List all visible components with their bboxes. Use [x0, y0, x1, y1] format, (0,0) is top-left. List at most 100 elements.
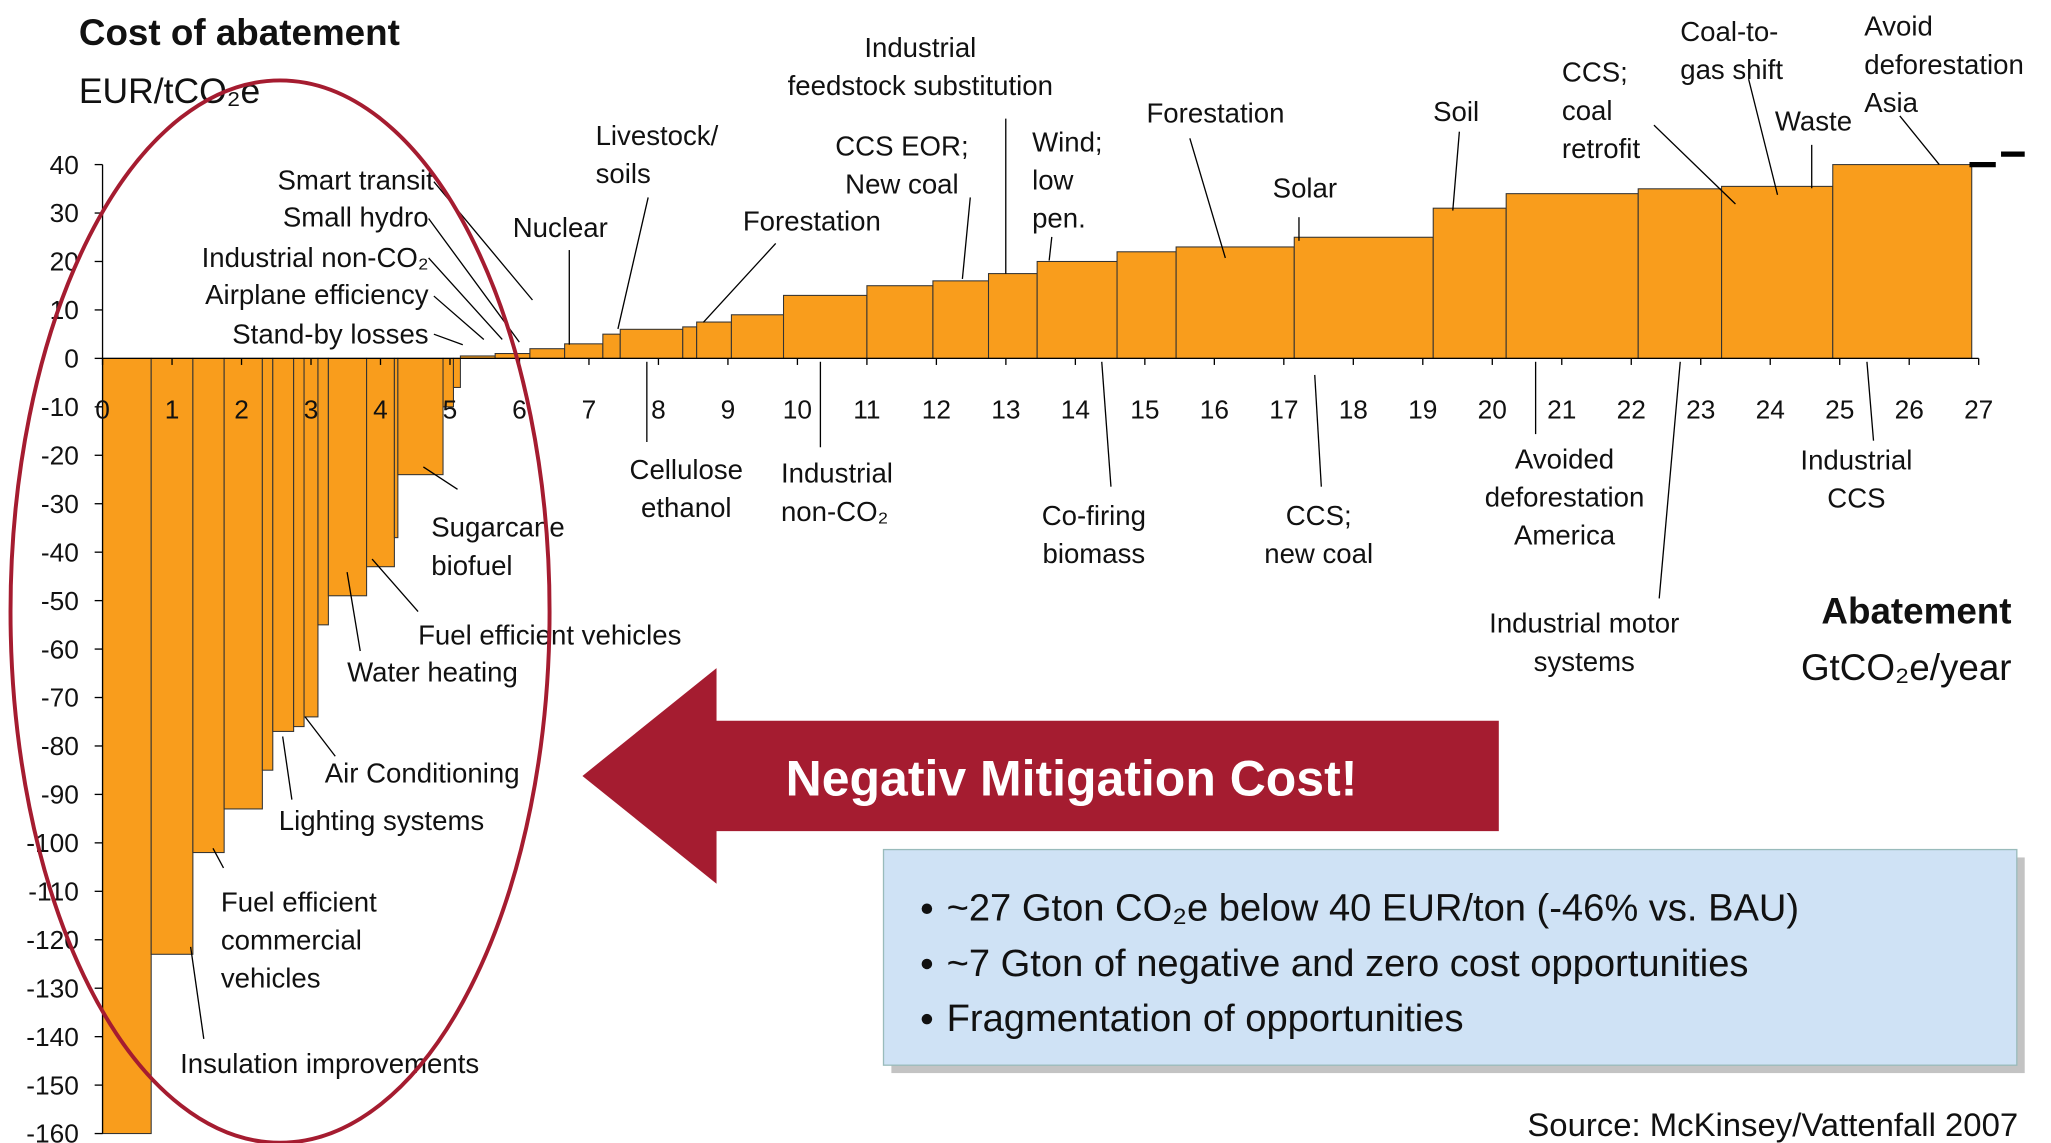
bar — [397, 357, 444, 476]
annotation: Wind; — [1032, 126, 1103, 157]
y-tick-label: -30 — [41, 489, 79, 519]
x-tick-label: 14 — [1061, 394, 1090, 424]
bullet-text: Fragmentation of opportunities — [947, 997, 1464, 1040]
annotation: Stand-by losses — [232, 318, 428, 349]
bar — [602, 333, 621, 359]
annotation: CCS; — [1286, 500, 1352, 531]
bar — [1505, 193, 1639, 359]
x-tick-label: 3 — [304, 394, 319, 424]
leader-line — [428, 257, 503, 340]
annotation: Soil — [1433, 96, 1479, 127]
annotation: Industrial — [864, 32, 976, 63]
chart-title: Cost of abatement — [79, 12, 400, 53]
leader-line — [189, 946, 205, 1039]
leader-line — [212, 847, 225, 869]
bullet-dot — [921, 958, 933, 970]
y-tick-label: -10 — [41, 392, 79, 422]
annotations: Smart transit Small hydro Industrial non-C… — [180, 11, 2024, 1079]
annotation: Insulation improvements — [180, 1048, 479, 1079]
bar — [1832, 164, 1973, 359]
annotation: Industrial motor — [1489, 608, 1679, 639]
source: Source: McKinsey/Vattenfall 2007 — [1527, 1106, 2018, 1143]
bar — [452, 357, 461, 388]
x-tick-label: 21 — [1547, 394, 1576, 424]
x-axis-unit: GtCO₂e/year — [1801, 647, 2012, 688]
bar — [1293, 236, 1434, 359]
bullet-text: ~7 Gton of negative and zero cost opport… — [947, 942, 1749, 985]
bar — [293, 357, 305, 728]
annotation: Sugarcane — [431, 512, 564, 543]
leader-line — [304, 716, 336, 757]
bar — [223, 357, 263, 810]
annotation: Asia — [1864, 87, 1918, 118]
x-tick-label: 10 — [783, 394, 812, 424]
bar — [1175, 246, 1295, 359]
bar — [366, 357, 395, 568]
annotation: biofuel — [431, 550, 512, 581]
y-tick-label: -60 — [41, 634, 79, 664]
leader-line — [282, 736, 293, 800]
x-tick-label: 20 — [1478, 394, 1507, 424]
x-tick-label: 8 — [651, 394, 666, 424]
annotation: Industrial non-CO₂ — [202, 242, 429, 273]
bar — [272, 357, 295, 732]
annotation: Industrial — [781, 458, 893, 489]
x-tick-label: 5 — [443, 394, 458, 424]
annotation: Waste — [1775, 105, 1852, 136]
x-tick-label: 4 — [373, 394, 388, 424]
annotation: deforestation — [1485, 481, 1645, 512]
bar — [782, 294, 868, 359]
annotation: feedstock substitution — [788, 70, 1053, 101]
y-tick-label: -130 — [26, 973, 79, 1003]
bar — [866, 285, 934, 359]
x-tick-label: 12 — [922, 394, 951, 424]
leader-line — [1101, 361, 1112, 487]
y-tick-label: 0 — [64, 344, 79, 374]
x-tick-label: 25 — [1825, 394, 1854, 424]
annotation: commercial — [221, 924, 362, 955]
y-tick-label: 40 — [50, 150, 79, 180]
x-tick-label: 22 — [1617, 394, 1646, 424]
y-tick-label: -70 — [41, 683, 79, 713]
callout-arrow — [582, 668, 1499, 884]
x-axis-label: Abatement — [1821, 590, 2011, 631]
leader-line — [1048, 236, 1053, 261]
leader-line — [371, 558, 419, 613]
leader-line — [433, 333, 464, 346]
bar — [102, 357, 152, 1135]
annotation: biomass — [1042, 538, 1145, 569]
annotation: low — [1032, 165, 1073, 196]
annotation: Livestock/ — [596, 120, 719, 151]
annotation: Nuclear — [513, 212, 608, 243]
annotation: pen. — [1032, 203, 1086, 234]
bar — [619, 328, 684, 359]
callout-text: Negativ Mitigation Cost! — [786, 751, 1358, 807]
annotation: vehicles — [221, 963, 321, 994]
bar — [317, 357, 329, 626]
annotation: Solar — [1273, 172, 1337, 203]
bar — [1036, 260, 1118, 359]
leader-line — [1189, 138, 1226, 259]
annotation: retrofit — [1562, 133, 1641, 164]
annotation: Airplane efficiency — [205, 279, 429, 310]
annotation: CCS EOR; — [835, 130, 968, 161]
y-tick-label: -40 — [41, 537, 79, 567]
annotation: Forestation — [1146, 98, 1284, 129]
y-tick-label: -80 — [41, 731, 79, 761]
annotation: new coal — [1264, 538, 1373, 569]
bar — [564, 343, 604, 359]
bar — [494, 353, 531, 359]
annotation: Industrial — [1800, 445, 1912, 476]
leader-line — [1899, 115, 1940, 166]
bar — [327, 357, 368, 597]
annotation: America — [1514, 520, 1616, 551]
annotation: ethanol — [641, 492, 732, 523]
x-tick-label: 11 — [853, 394, 880, 424]
leader-line — [1747, 78, 1779, 195]
x-tick-label: 16 — [1200, 394, 1229, 424]
y-tick-label: -150 — [26, 1070, 79, 1100]
x-tick-label: 23 — [1686, 394, 1715, 424]
x-tick-label: 1 — [165, 394, 180, 424]
bar — [192, 357, 225, 854]
